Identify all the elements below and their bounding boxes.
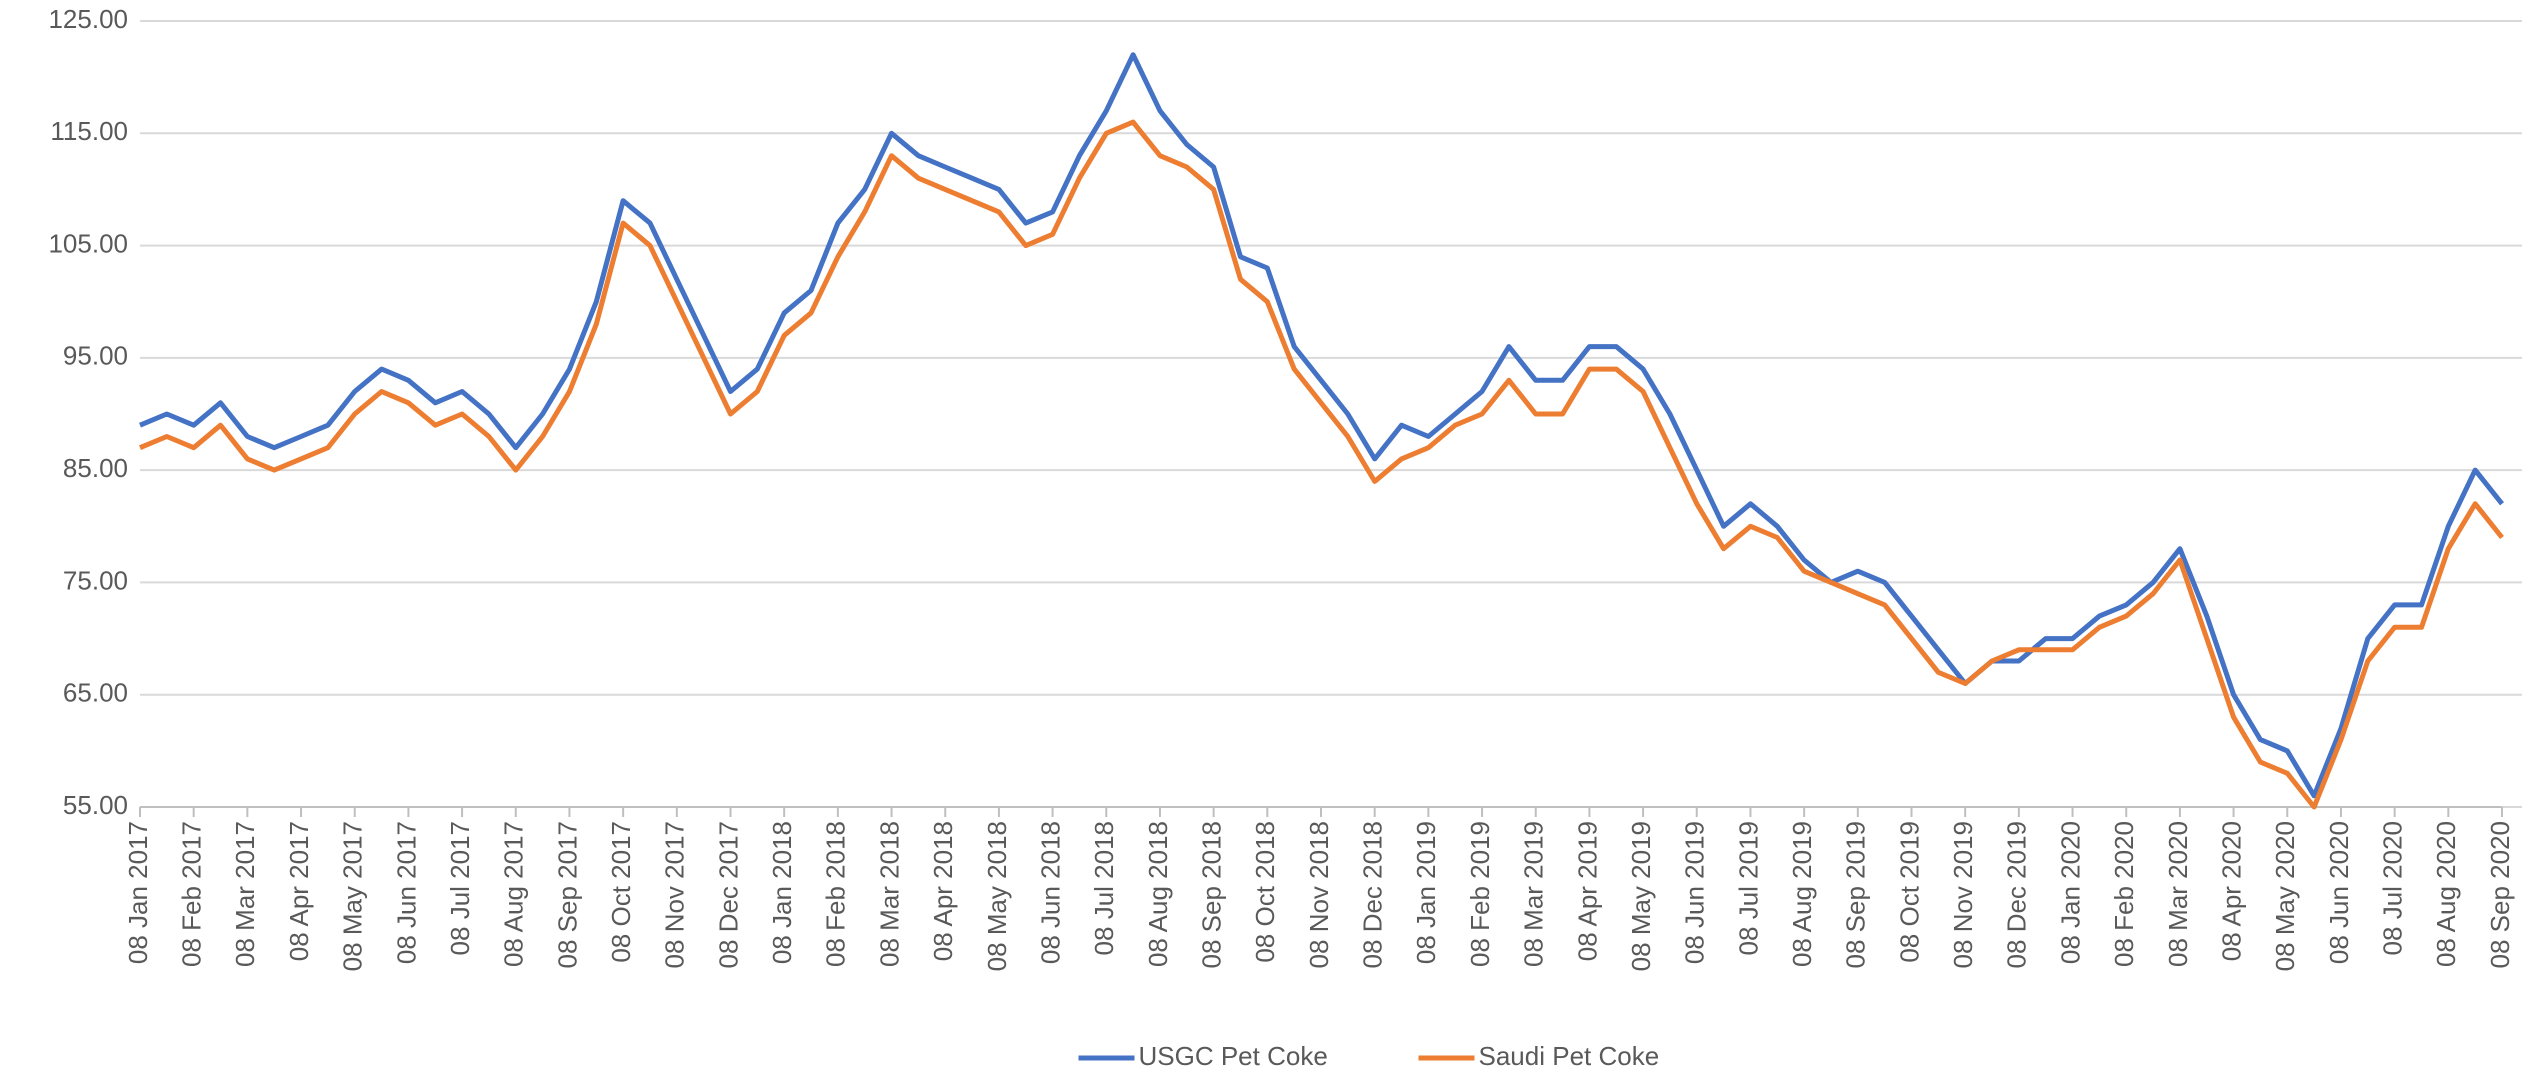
x-tick-label: 08 Feb 2020 [2109, 821, 2139, 967]
x-tick-label: 08 Apr 2020 [2216, 821, 2246, 961]
x-tick-label: 08 Jan 2017 [123, 821, 153, 964]
x-tick-label: 08 Feb 2019 [1465, 821, 1495, 967]
x-tick-label: 08 Aug 2018 [1143, 821, 1173, 967]
x-tick-label: 08 Oct 2019 [1894, 821, 1924, 963]
x-tick-label: 08 Mar 2020 [2163, 821, 2193, 967]
x-tick-label: 08 Feb 2018 [821, 821, 851, 967]
y-tick-label: 75.00 [63, 565, 128, 595]
x-tick-label: 08 May 2017 [338, 821, 368, 971]
x-tick-label: 08 Dec 2018 [1358, 821, 1388, 968]
x-tick-label: 08 Jun 2017 [391, 821, 421, 964]
x-tick-label: 08 Sep 2020 [2485, 821, 2515, 968]
x-tick-label: 08 Dec 2019 [2002, 821, 2032, 968]
x-tick-label: 08 Mar 2017 [230, 821, 260, 967]
legend-label: USGC Pet Coke [1139, 1041, 1328, 1071]
x-tick-label: 08 Aug 2020 [2431, 821, 2461, 967]
x-tick-label: 08 Feb 2017 [177, 821, 207, 967]
x-tick-label: 08 Jan 2019 [1411, 821, 1441, 964]
y-tick-label: 65.00 [63, 678, 128, 708]
x-tick-label: 08 Aug 2017 [499, 821, 529, 967]
x-tick-label: 08 Jun 2018 [1035, 821, 1065, 964]
x-tick-label: 08 Jul 2017 [445, 821, 475, 955]
y-tick-label: 95.00 [63, 341, 128, 371]
x-tick-label: 08 Dec 2017 [713, 821, 743, 968]
x-tick-label: 08 Oct 2017 [606, 821, 636, 963]
x-tick-label: 08 Mar 2019 [1519, 821, 1549, 967]
x-tick-label: 08 Aug 2019 [1787, 821, 1817, 967]
x-tick-label: 08 May 2018 [982, 821, 1012, 971]
series-line [139, 52, 2504, 799]
y-tick-label: 105.00 [48, 228, 128, 258]
x-tick-label: 08 Nov 2018 [1304, 821, 1334, 968]
x-tick-label: 08 Sep 2018 [1197, 821, 1227, 968]
x-tick-label: 08 Apr 2019 [1572, 821, 1602, 961]
y-tick-label: 125.00 [48, 4, 128, 34]
x-tick-label: 08 Jul 2019 [1733, 821, 1763, 955]
series-line [139, 119, 2504, 810]
y-tick-label: 115.00 [50, 116, 128, 146]
x-tick-label: 08 Nov 2017 [660, 821, 690, 968]
x-tick-label: 08 Jan 2020 [2055, 821, 2085, 964]
x-tick-label: 08 Sep 2019 [1841, 821, 1871, 968]
legend-label: Saudi Pet Coke [1479, 1041, 1660, 1071]
x-tick-label: 08 Jul 2020 [2378, 821, 2408, 955]
y-tick-label: 55.00 [63, 790, 128, 820]
x-tick-label: 08 May 2020 [2270, 821, 2300, 971]
y-tick-label: 85.00 [63, 453, 128, 483]
x-tick-label: 08 Jan 2018 [767, 821, 797, 964]
x-tick-label: 08 Mar 2018 [874, 821, 904, 967]
x-tick-label: 08 May 2019 [1626, 821, 1656, 971]
x-tick-label: 08 Sep 2017 [552, 821, 582, 968]
x-tick-label: 08 Jun 2019 [1680, 821, 1710, 964]
x-tick-label: 08 Jun 2020 [2324, 821, 2354, 964]
x-tick-label: 08 Oct 2018 [1250, 821, 1280, 963]
x-tick-label: 08 Apr 2017 [284, 821, 314, 961]
x-tick-label: 08 Apr 2018 [928, 821, 958, 961]
x-tick-label: 08 Nov 2019 [1948, 821, 1978, 968]
x-tick-label: 08 Jul 2018 [1089, 821, 1119, 955]
